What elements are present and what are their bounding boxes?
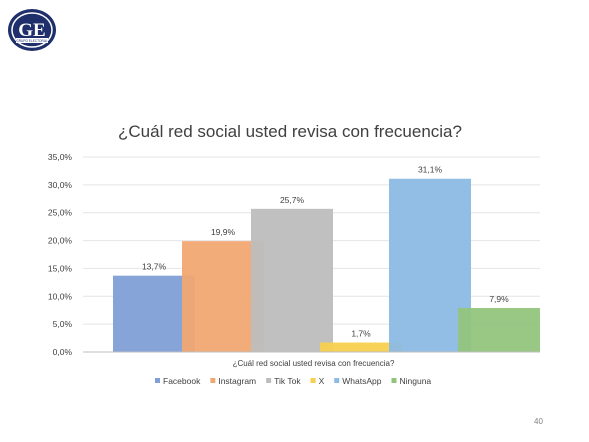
y-tick-label: 5,0% <box>53 319 73 329</box>
data-label: 13,7% <box>142 262 167 272</box>
logo: GE GRUPO ELECTORAL <box>7 8 57 52</box>
legend-label: X <box>319 376 325 386</box>
data-label: 31,1% <box>418 165 443 175</box>
bar-facebook <box>113 275 195 352</box>
legend-label: Tik Tok <box>274 376 301 386</box>
legend-label: Facebook <box>163 376 201 386</box>
legend-swatch <box>310 378 316 383</box>
data-label: 25,7% <box>280 195 305 205</box>
y-tick-label: 25,0% <box>48 208 73 218</box>
x-axis-label: ¿Cuál red social usted revisa con frecue… <box>233 359 395 368</box>
y-tick-label: 20,0% <box>48 236 73 246</box>
page-number: 40 <box>534 417 543 426</box>
legend-label: Ninguna <box>399 376 431 386</box>
bar-instagram <box>182 241 264 352</box>
bar-ninguna <box>458 307 540 352</box>
chart-title: ¿Cuál red social usted revisa con frecue… <box>118 122 462 141</box>
legend-swatch <box>266 378 272 383</box>
legend-swatch <box>155 378 160 383</box>
y-tick-label: 15,0% <box>48 263 73 273</box>
legend-swatch <box>334 378 340 383</box>
legend-swatch <box>391 378 397 383</box>
bar-whatsapp <box>389 178 471 352</box>
logo-text: GE <box>18 20 45 41</box>
data-label: 1,7% <box>351 329 371 339</box>
bar-x <box>320 342 402 352</box>
y-tick-label: 10,0% <box>48 291 73 301</box>
logo-badge: GE GRUPO ELECTORAL <box>8 9 56 51</box>
logo-subtext: GRUPO ELECTORAL <box>16 39 48 43</box>
y-tick-label: 35,0% <box>48 152 73 162</box>
data-label: 7,9% <box>489 294 509 304</box>
y-tick-label: 0,0% <box>53 347 73 357</box>
legend-swatch <box>210 378 216 383</box>
data-label: 19,9% <box>211 227 236 237</box>
bar-tik-tok <box>251 208 333 352</box>
legend-label: Instagram <box>218 376 256 386</box>
y-tick-label: 30,0% <box>48 180 73 190</box>
legend-label: WhatsApp <box>342 376 381 386</box>
